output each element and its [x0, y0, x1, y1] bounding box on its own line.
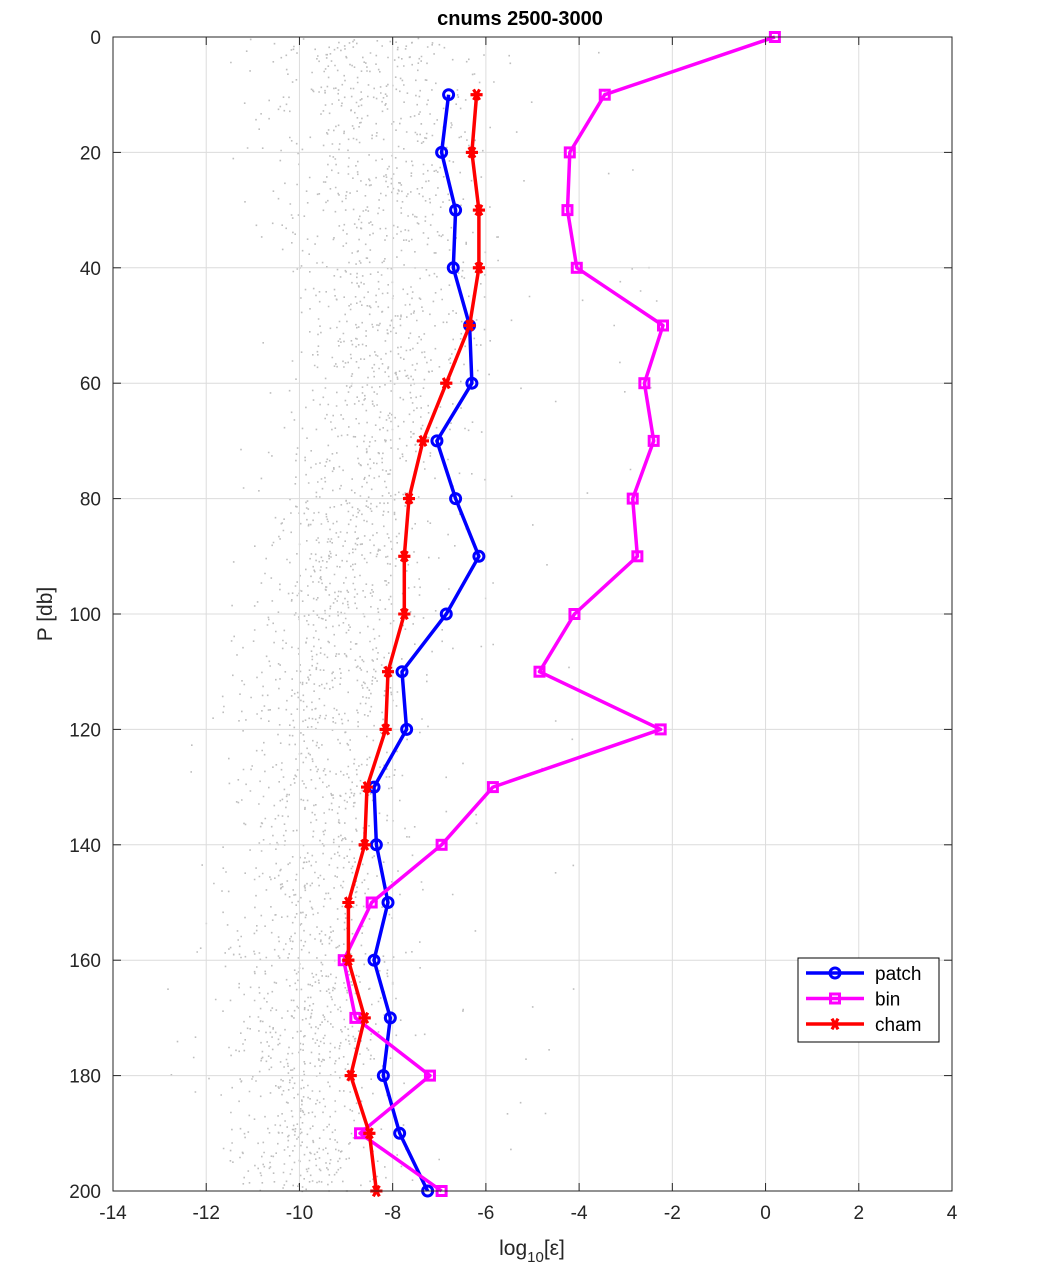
- data-point-bin: [638, 377, 651, 390]
- data-point-cham: [416, 434, 429, 447]
- x-tick-label: -2: [664, 1203, 681, 1224]
- data-point-cham: [344, 1069, 357, 1082]
- x-axis-title: log10[ε]: [499, 1237, 565, 1266]
- legend-label-cham: cham: [875, 1015, 921, 1036]
- data-point-cham: [382, 665, 395, 678]
- data-point-patch: [381, 896, 395, 909]
- data-point-cham: [379, 723, 392, 736]
- y-tick-label: 0: [90, 28, 101, 49]
- data-point-patch: [383, 1011, 397, 1025]
- data-point-cham: [465, 146, 478, 159]
- data-point-bin: [570, 261, 583, 274]
- series-line-bin: [341, 35, 776, 1193]
- data-point-patch: [446, 261, 460, 275]
- legend-label-patch: patch: [875, 964, 921, 985]
- data-point-bin: [563, 146, 576, 159]
- data-point-patch: [376, 1069, 390, 1083]
- data-point-cham: [361, 781, 374, 794]
- data-point-bin: [568, 608, 581, 620]
- data-point-cham: [342, 896, 355, 909]
- y-tick-label: 100: [69, 605, 101, 626]
- data-point-patch: [449, 492, 463, 506]
- data-point-bin: [647, 434, 660, 447]
- data-point-patch: [472, 549, 486, 563]
- data-point-bin: [657, 319, 670, 332]
- data-point-patch: [395, 665, 409, 679]
- data-point-patch: [367, 953, 381, 967]
- x-axis-title-main: log: [499, 1237, 527, 1260]
- data-point-cham: [363, 1127, 376, 1140]
- axes: -14 -12 -10 -8 -6 -4 -2 0 2 402040608010012014016…: [69, 28, 957, 1224]
- data-point-patch: [369, 838, 383, 852]
- series-layer: [337, 31, 781, 1198]
- data-point-bin: [598, 88, 611, 101]
- data-point-patch: [393, 1126, 407, 1140]
- data-point-cham: [402, 492, 415, 505]
- legend-marker-bin: [829, 992, 841, 1005]
- data-point-bin: [654, 723, 667, 736]
- data-point-cham: [472, 261, 485, 274]
- y-tick-label: 120: [69, 720, 101, 741]
- x-tick-label: -4: [571, 1203, 588, 1224]
- x-tick-label: 4: [947, 1203, 958, 1224]
- y-tick-label: 140: [69, 836, 101, 857]
- y-tick-label: 20: [80, 143, 101, 164]
- data-point-cham: [472, 204, 485, 217]
- x-axis-title-argument: [ε]: [544, 1237, 565, 1260]
- data-point-cham: [398, 608, 411, 620]
- y-tick-label: 180: [69, 1067, 101, 1088]
- legend-marker-patch: [828, 966, 842, 980]
- x-tick-label: -6: [477, 1203, 494, 1224]
- data-point-cham: [358, 838, 371, 851]
- data-point-cham: [342, 954, 355, 967]
- data-point-patch: [430, 434, 444, 448]
- scatter-points: [167, 37, 658, 1193]
- series-line-patch: [372, 94, 481, 1192]
- data-point-patch: [400, 722, 414, 736]
- legend-marker-cham: [829, 1018, 841, 1030]
- y-tick-label: 80: [80, 490, 101, 511]
- data-point-patch: [442, 88, 456, 102]
- data-point-cham: [440, 377, 453, 390]
- y-tick-label: 60: [80, 374, 101, 395]
- x-tick-label: -8: [384, 1203, 401, 1224]
- data-point-patch: [465, 376, 479, 390]
- data-point-patch: [435, 145, 449, 159]
- data-point-bin: [533, 665, 546, 678]
- data-point-bin: [435, 838, 448, 851]
- data-point-patch: [449, 203, 463, 217]
- x-tick-label: 2: [853, 1203, 864, 1224]
- y-tick-label: 40: [80, 259, 101, 280]
- series-cham: [342, 88, 485, 1197]
- legend-label-bin: bin: [875, 990, 900, 1011]
- data-point-bin: [423, 1069, 436, 1082]
- legend: patch bin cham: [797, 957, 940, 1043]
- chart-title: cnums 2500-3000: [437, 8, 603, 30]
- series-line-cham: [346, 94, 481, 1192]
- data-point-bin: [631, 550, 644, 563]
- data-point-cham: [463, 319, 476, 332]
- data-point-cham: [470, 88, 483, 101]
- data-point-bin: [365, 896, 378, 909]
- x-tick-label: -12: [192, 1203, 219, 1224]
- x-tick-label: -10: [286, 1203, 313, 1224]
- y-tick-label: 160: [69, 951, 101, 972]
- x-axis-title-subscript: 10: [527, 1249, 544, 1266]
- y-axis-title: P [db]: [34, 587, 57, 642]
- background-scatter-cloud: [167, 37, 658, 1193]
- data-point-patch: [439, 607, 453, 621]
- data-point-bin: [626, 492, 639, 505]
- data-point-bin: [486, 781, 499, 794]
- x-tick-label: 0: [760, 1203, 771, 1224]
- x-tick-label: -14: [99, 1203, 127, 1224]
- data-point-cham: [358, 1011, 371, 1024]
- series-patch: [367, 88, 486, 1198]
- y-tick-label: 200: [69, 1182, 101, 1203]
- data-point-cham: [398, 550, 411, 563]
- data-point-bin: [561, 204, 574, 217]
